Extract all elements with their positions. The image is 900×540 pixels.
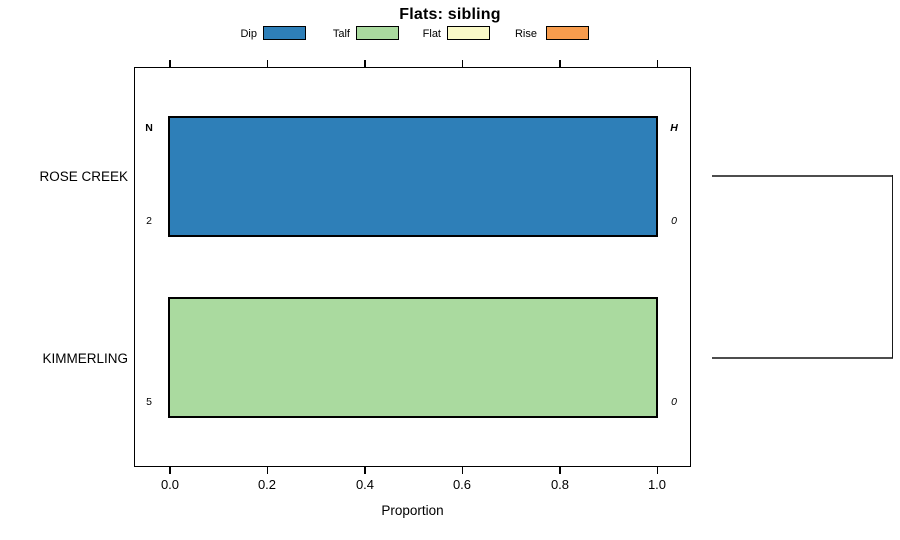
y-label-rose-creek: ROSE CREEK	[39, 169, 128, 184]
x-axis-top-tick	[559, 60, 561, 67]
kimmerling-h-count: 0	[671, 396, 677, 408]
legend-label-flat: Flat	[422, 28, 441, 40]
x-tick-label: 1.0	[647, 477, 667, 492]
x-axis-tick	[461, 467, 463, 474]
x-tick-label: 0.4	[355, 477, 375, 492]
kimmerling-n-count: 5	[146, 396, 152, 408]
x-axis-top-tick	[461, 60, 463, 67]
legend-label-rise: Rise	[514, 28, 537, 40]
x-tick-label: 0.0	[160, 477, 180, 492]
x-tick-label: 0.8	[550, 477, 570, 492]
x-axis-tick	[364, 467, 366, 474]
rose-creek-n-count: 2	[146, 215, 152, 227]
x-axis-tick	[656, 467, 658, 474]
x-axis-top-tick	[266, 60, 268, 67]
legend-swatch-talf	[356, 26, 399, 40]
x-axis-top-tick	[656, 60, 658, 67]
dendrogram-branch-rose-creek	[712, 175, 893, 177]
x-tick-label: 0.2	[257, 477, 277, 492]
legend-swatch-flat	[447, 26, 490, 40]
x-axis-tick	[266, 467, 268, 474]
x-axis-tick	[559, 467, 561, 474]
dendrogram-join-line	[891, 175, 893, 358]
chart-title: Flats: sibling	[399, 6, 501, 23]
bar-kimmerling-talf	[168, 297, 658, 418]
legend-label-talf: Talf	[332, 28, 350, 40]
x-tick-label: 0.6	[452, 477, 472, 492]
legend-swatch-rise	[546, 26, 589, 40]
x-axis-tick	[169, 467, 171, 474]
x-axis-top-tick	[169, 60, 171, 67]
dendrogram-branch-kimmerling	[712, 357, 893, 359]
x-axis-title: Proportion	[381, 503, 444, 518]
bar-rose-creek-dip	[168, 116, 658, 237]
h-column-header: H	[670, 122, 678, 134]
rose-creek-h-count: 0	[671, 215, 677, 227]
y-label-kimmerling: KIMMERLING	[42, 351, 128, 366]
n-column-header: N	[145, 122, 153, 134]
x-axis-top-tick	[364, 60, 366, 67]
legend-label-dip: Dip	[240, 28, 257, 40]
legend-swatch-dip	[263, 26, 306, 40]
